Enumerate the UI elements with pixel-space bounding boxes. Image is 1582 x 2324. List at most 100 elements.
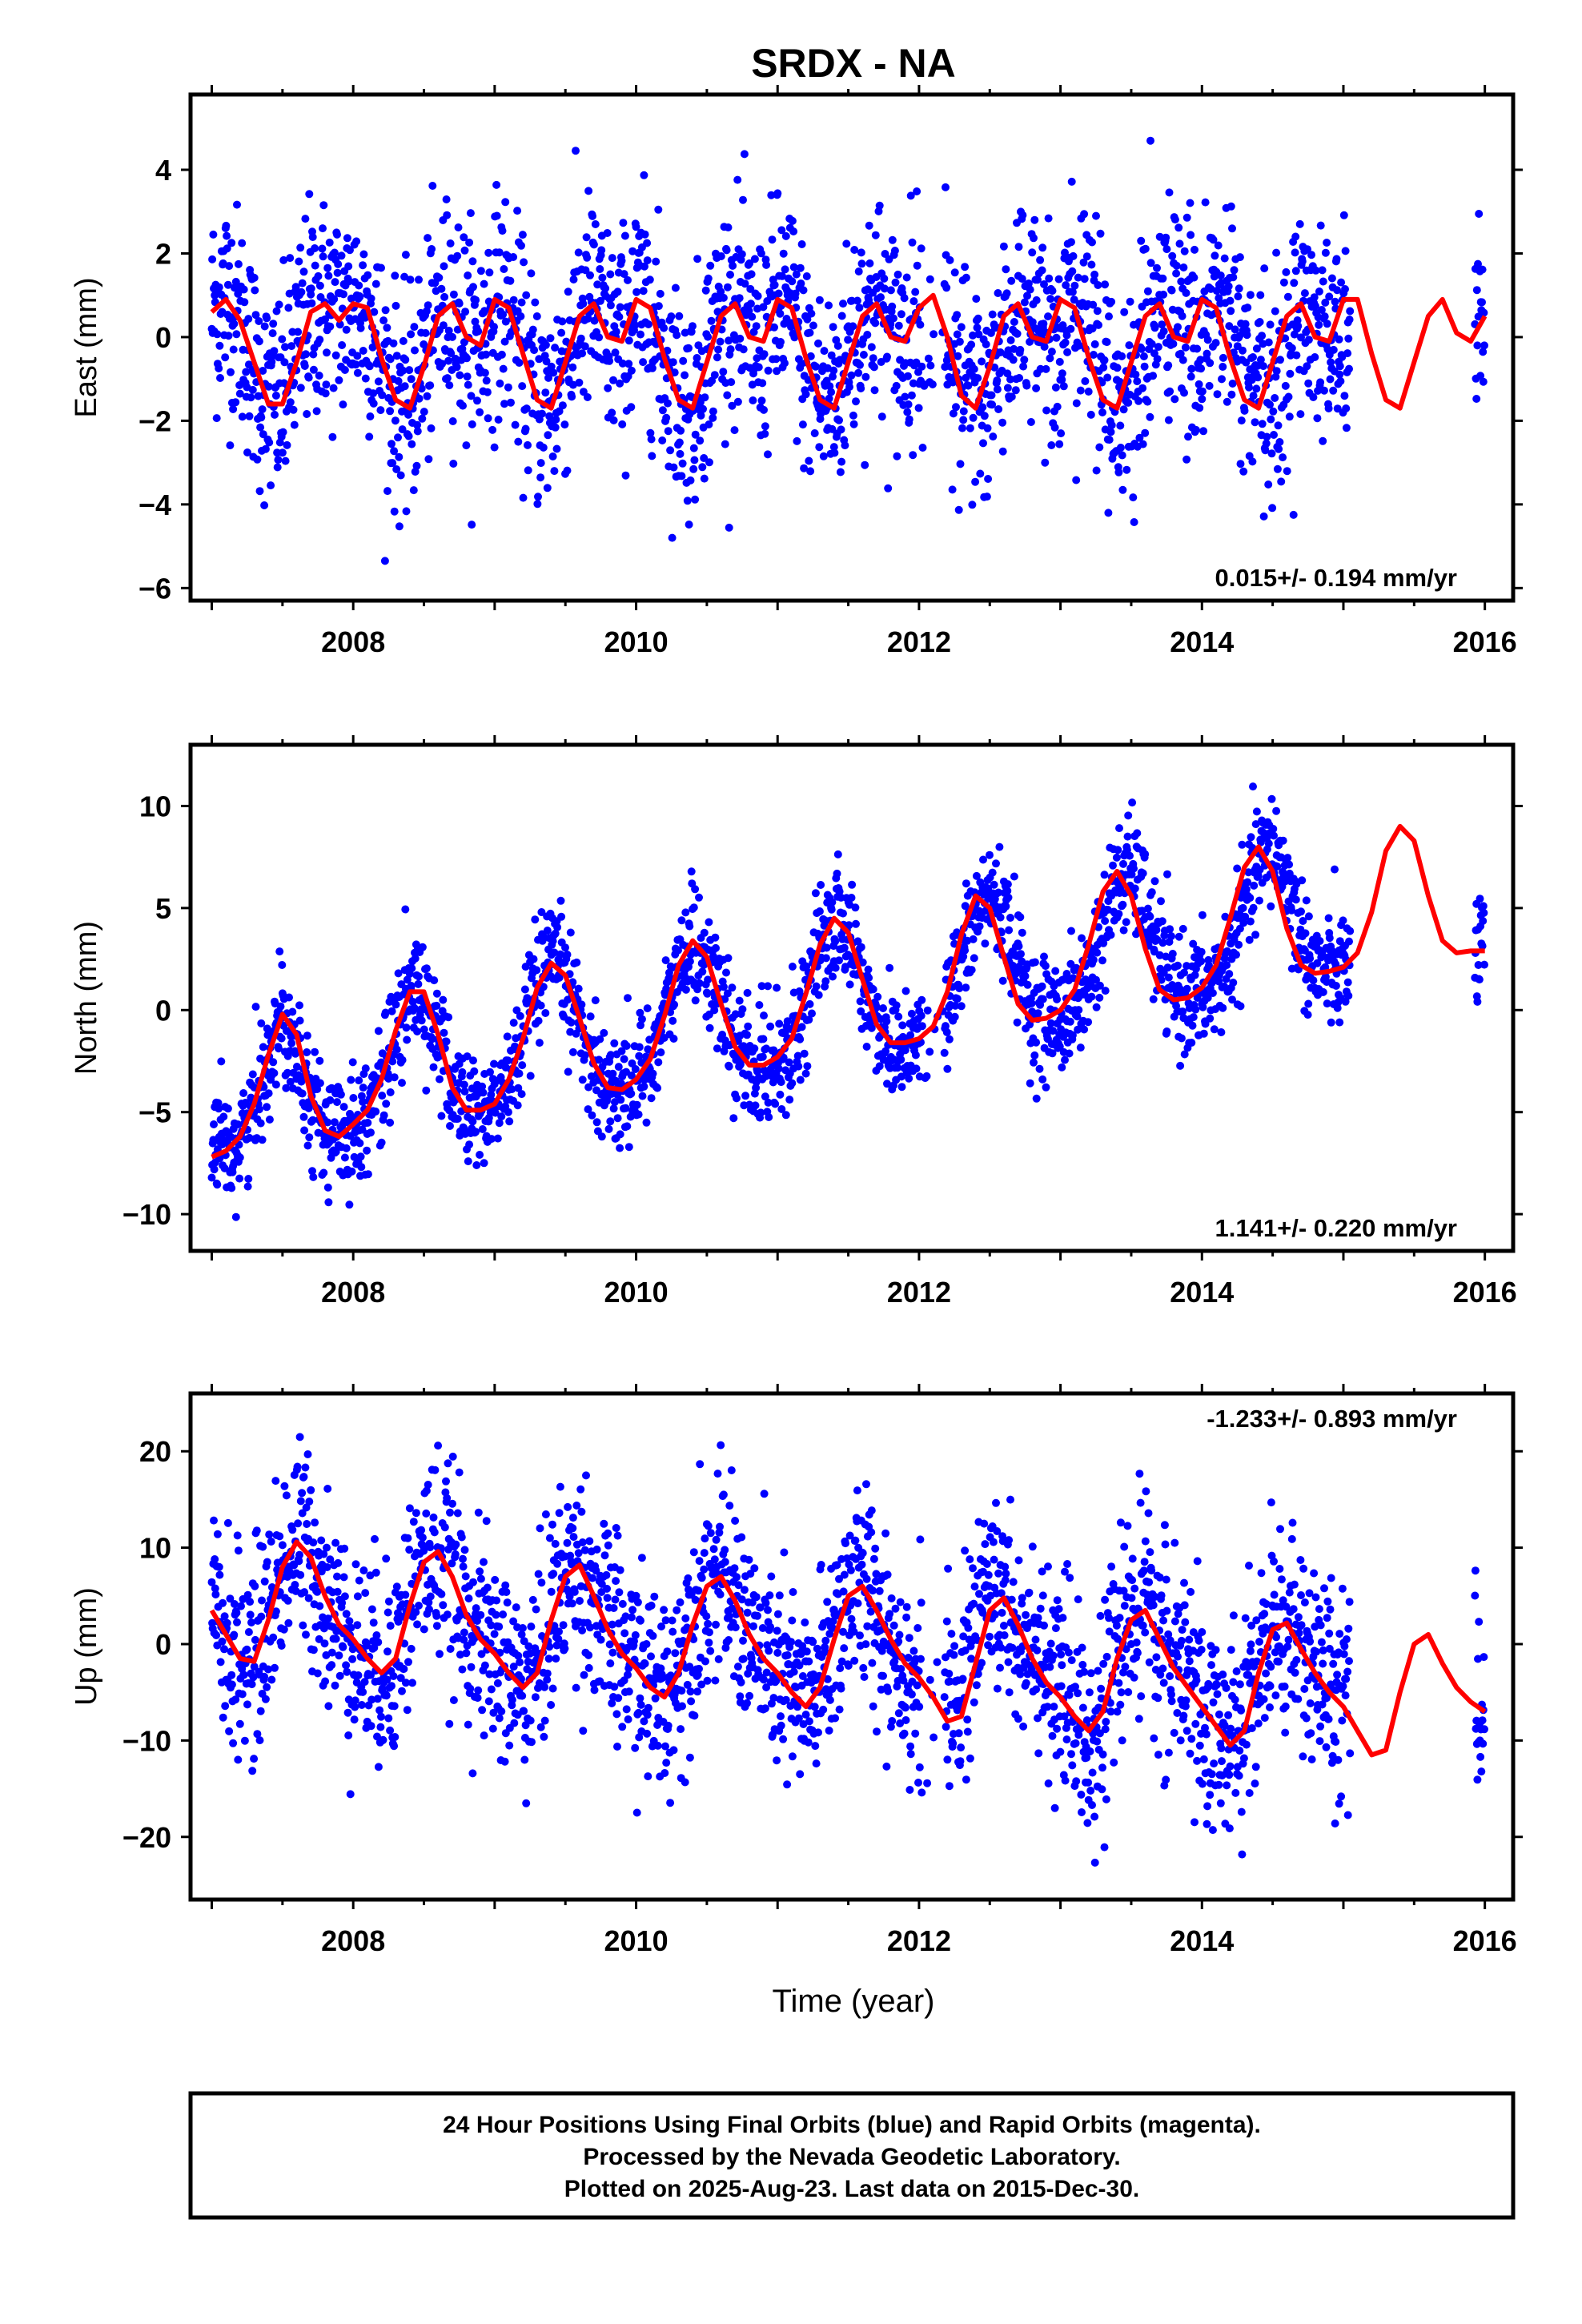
east-point [1116, 444, 1125, 452]
east-point [1030, 234, 1038, 243]
north-point [955, 984, 964, 993]
east-point [1267, 415, 1275, 424]
up-point [233, 1531, 242, 1540]
east-point [1281, 381, 1290, 390]
east-point [482, 376, 491, 385]
north-point [881, 1047, 890, 1055]
east-point [759, 303, 768, 312]
east-point [869, 363, 878, 372]
north-point [1197, 957, 1206, 966]
east-point [969, 331, 977, 340]
north-point [828, 898, 837, 907]
north-point [299, 1112, 308, 1121]
east-point [829, 323, 837, 332]
east-point [1106, 428, 1115, 436]
east-point [363, 271, 372, 279]
north-point [1138, 869, 1147, 878]
east-point [889, 314, 897, 323]
east-point [1042, 406, 1051, 415]
east-point [914, 404, 923, 412]
east-point [404, 410, 412, 419]
north-point [1119, 859, 1127, 868]
east-point [518, 231, 527, 239]
north-point [543, 927, 552, 935]
north-point [705, 1023, 714, 1032]
east-point [544, 373, 552, 382]
east-point [624, 360, 633, 368]
east-point [1259, 512, 1268, 521]
north-point [323, 1118, 332, 1127]
north-point [463, 1052, 472, 1061]
east-point [1335, 362, 1344, 371]
north-point [951, 1001, 960, 1010]
east-point [1249, 353, 1257, 361]
north-point [1078, 934, 1086, 943]
east-point [946, 255, 954, 264]
east-point [969, 413, 978, 422]
east-point [1095, 443, 1104, 452]
east-point [1203, 336, 1212, 344]
east-point [259, 430, 267, 439]
east-point [1473, 341, 1482, 350]
north-point [637, 1015, 646, 1023]
up-point [353, 1592, 362, 1601]
north-point [1199, 1029, 1208, 1038]
north-point [608, 1069, 617, 1078]
east-point [233, 200, 241, 209]
north-point [243, 1182, 252, 1191]
north-point [623, 1122, 632, 1131]
east-point [401, 356, 410, 364]
east-point [1118, 352, 1126, 360]
east-point [1002, 289, 1011, 298]
east-point [1044, 214, 1053, 223]
east-point [1105, 436, 1114, 444]
north-point [1303, 1011, 1312, 1019]
north-point [1074, 1006, 1083, 1015]
north-point [1251, 820, 1260, 829]
east-point [255, 487, 264, 496]
up-point [304, 1594, 313, 1602]
north-point [962, 879, 970, 888]
east-point [351, 360, 360, 369]
north-point [1098, 956, 1106, 965]
north-point [776, 1090, 785, 1099]
north-point [698, 967, 707, 976]
north-point [1323, 999, 1331, 1008]
north-point [263, 1024, 271, 1033]
east-point [1138, 384, 1147, 392]
east-point [974, 330, 983, 339]
up-point [351, 1703, 359, 1711]
east-point [1289, 510, 1298, 519]
up-point [283, 1596, 292, 1605]
east-point [698, 463, 707, 472]
east-point [807, 309, 816, 318]
north-point [1297, 907, 1305, 916]
up-point [348, 1655, 357, 1663]
east-point [1122, 465, 1131, 474]
east-point [781, 265, 789, 274]
north-point [361, 1064, 370, 1073]
north-point [379, 1111, 388, 1120]
east-point [953, 311, 962, 320]
east-point [1125, 341, 1134, 350]
north-point [741, 1092, 750, 1100]
east-point [1084, 388, 1093, 396]
east-point [500, 400, 508, 408]
north-point [561, 943, 569, 952]
north-point [348, 1058, 357, 1067]
north-point [1187, 1039, 1196, 1047]
east-point [365, 432, 374, 441]
north-point [811, 889, 820, 898]
east-point [900, 294, 909, 303]
up-point [301, 1463, 310, 1472]
east-point [390, 507, 399, 516]
east-point [549, 368, 558, 377]
north-point [292, 1063, 301, 1071]
north-point [879, 1004, 887, 1012]
north-point [1034, 1009, 1042, 1018]
up-point [291, 1581, 299, 1589]
north-point [1118, 900, 1127, 909]
east-point [312, 407, 321, 416]
north-point [796, 1076, 805, 1084]
north-point [271, 1080, 280, 1089]
